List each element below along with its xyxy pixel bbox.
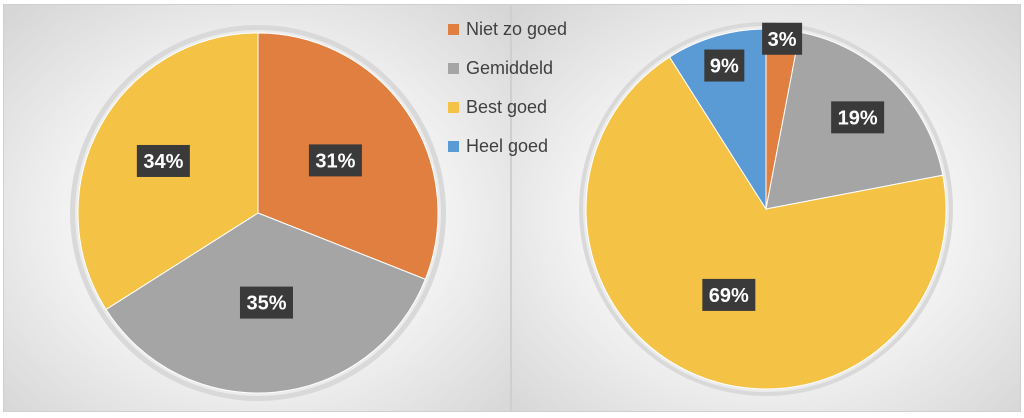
data-label-box bbox=[136, 144, 190, 177]
data-label-box bbox=[308, 144, 362, 177]
data-label-gemiddeld: 19% bbox=[838, 107, 878, 129]
legend-label: Heel goed bbox=[466, 136, 549, 156]
legend-item-heel-goed: Heel goed bbox=[448, 127, 588, 166]
pie-slice-best-goed bbox=[585, 56, 947, 390]
data-label-box bbox=[704, 49, 745, 82]
legend-label: Best goed bbox=[466, 97, 548, 117]
legend-item-best-goed: Best goed bbox=[448, 88, 588, 127]
legend-swatch bbox=[448, 24, 459, 35]
data-label-box bbox=[831, 101, 885, 134]
data-label-best-goed: 69% bbox=[709, 285, 749, 307]
legend-swatch bbox=[448, 141, 459, 152]
data-label-box bbox=[239, 286, 293, 319]
legend-item-niet-zo-goed: Niet zo goed bbox=[448, 10, 588, 49]
left-pie-panel: 31% 35% 34% bbox=[3, 4, 511, 412]
left-pie-chart: 31% 35% 34% bbox=[4, 5, 510, 411]
data-label-heel-goed: 9% bbox=[710, 56, 739, 78]
data-label-niet-zo-goed: 31% bbox=[315, 150, 355, 172]
data-label-best-goed: 34% bbox=[143, 151, 183, 173]
right-pie-panel: 3% 19% 69% 9% bbox=[511, 4, 1021, 412]
legend-label: Niet zo goed bbox=[466, 19, 568, 39]
legend-swatch bbox=[448, 63, 459, 74]
data-label-box bbox=[702, 278, 756, 311]
legend-item-gemiddeld: Gemiddeld bbox=[448, 49, 588, 88]
data-label-niet-zo-goed: 3% bbox=[768, 29, 797, 51]
legend-swatch bbox=[448, 102, 459, 113]
legend-label: Gemiddeld bbox=[466, 58, 554, 78]
right-pie-chart: 3% 19% 69% 9% bbox=[512, 5, 1020, 411]
chart-legend: Niet zo goed Gemiddeld Best goed Heel go… bbox=[448, 10, 588, 166]
data-label-gemiddeld: 35% bbox=[246, 293, 286, 315]
data-label-box bbox=[762, 22, 803, 55]
